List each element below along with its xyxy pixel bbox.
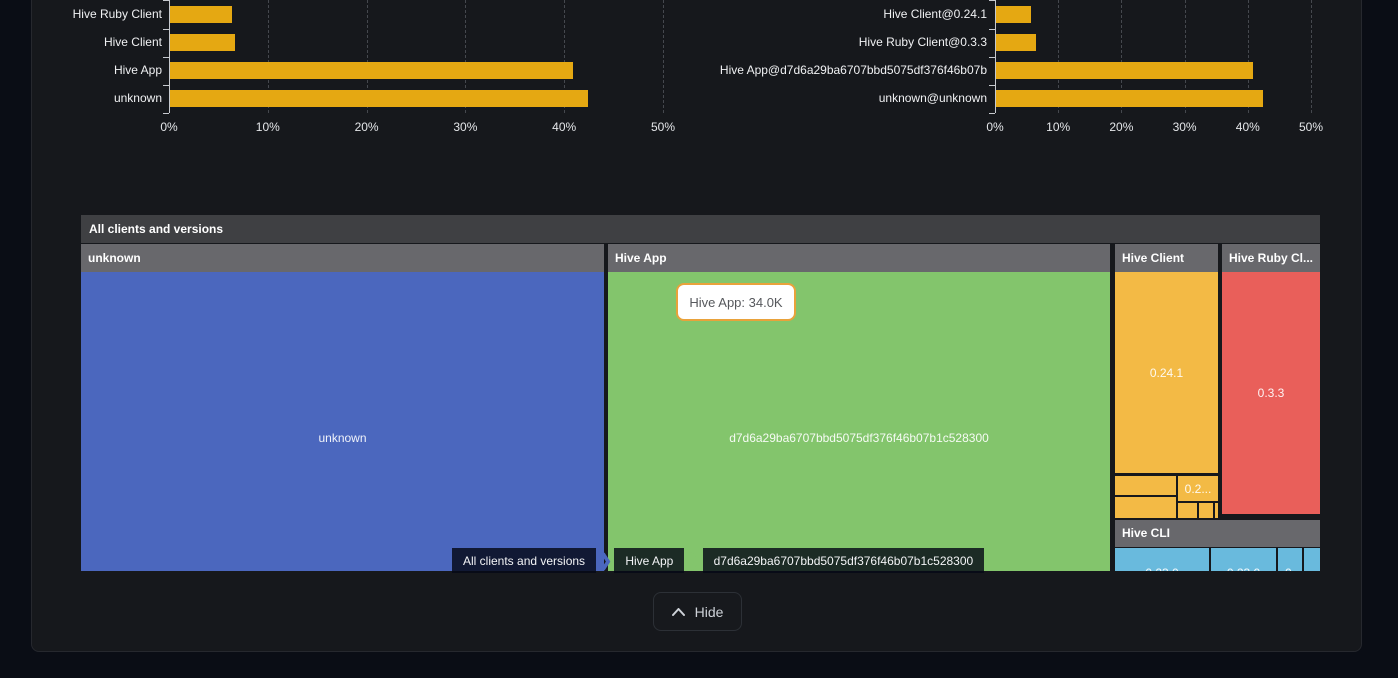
x-tick-label: 10% <box>1046 120 1071 134</box>
axis-tick <box>163 0 169 1</box>
category-label: Hive App@d7d6a29ba6707bbd5075df376f46b07… <box>719 63 987 77</box>
treemap-cell[interactable]: unknown <box>81 272 604 571</box>
chevron-up-icon <box>671 607 685 616</box>
treemap-cell[interactable] <box>1115 497 1176 518</box>
gridline <box>1311 0 1312 113</box>
treemap-section-header[interactable]: Hive App <box>608 244 1110 272</box>
category-label: unknown <box>113 91 162 105</box>
x-tick-label: 50% <box>1298 120 1324 134</box>
axis-tick <box>163 56 169 58</box>
x-tick-label: 30% <box>453 120 478 134</box>
treemap-section-header[interactable]: unknown <box>81 244 604 272</box>
x-tick-label: 40% <box>552 120 577 134</box>
axis-tick <box>989 113 995 114</box>
hide-button[interactable]: Hide <box>653 592 742 631</box>
x-tick-label: 20% <box>1109 120 1134 134</box>
treemap-cell[interactable] <box>1199 503 1213 518</box>
treemap-cell[interactable]: d7d6a29ba6707bbd5075df376f46b07b1c528300 <box>608 272 1110 571</box>
x-tick-label: 40% <box>1235 120 1260 134</box>
breadcrumb-item[interactable]: Hive App <box>614 548 685 573</box>
client-versions-bar-chart: 0% 10% 20% 30% 40% 50% Hive Client@0.24.1 Hive … <box>0 0 1398 160</box>
axis-tick <box>989 0 995 1</box>
x-tick-label: 10% <box>255 120 280 134</box>
bar[interactable] <box>170 34 235 51</box>
tooltip: Hive App: 34.0K <box>676 283 796 321</box>
y-axis-line <box>169 0 170 113</box>
gridline <box>663 0 664 113</box>
gridline <box>366 0 368 113</box>
hide-button-label: Hide <box>694 603 724 620</box>
axis-tick <box>163 84 169 86</box>
x-tick-label: 50% <box>650 120 676 134</box>
breadcrumb: All clients and versions ❯ Hive App ❯ d7d6a2… <box>452 548 985 573</box>
category-label: unknown@unknown <box>878 91 987 105</box>
axis-tick <box>163 28 169 30</box>
treemap-cell[interactable]: 0.24.1 <box>1115 272 1218 473</box>
treemap-section-header[interactable]: Hive Client <box>1115 244 1218 272</box>
treemap-cell[interactable]: 0. <box>1278 548 1302 571</box>
axis-tick <box>989 28 995 30</box>
x-tick-label: 0% <box>160 120 178 134</box>
breadcrumb-chevron-icon: ❯ <box>686 550 701 570</box>
x-tick-label: 20% <box>354 120 379 134</box>
bar[interactable] <box>996 6 1031 23</box>
breadcrumb-item[interactable]: d7d6a29ba6707bbd5075df376f46b07b1c528300 <box>702 548 985 573</box>
x-tick-label: 0% <box>986 120 1004 134</box>
category-label: Hive Client@0.24.1 <box>883 7 987 21</box>
axis-tick <box>163 113 169 114</box>
gridline <box>564 0 566 113</box>
category-label: Hive App <box>113 63 162 77</box>
treemap-cell[interactable]: 0.23.0 <box>1115 548 1209 571</box>
treemap-cell[interactable] <box>1215 503 1218 518</box>
clients-treemap: All clients and versions unknown unknown H… <box>81 215 1320 571</box>
bar[interactable] <box>996 34 1036 51</box>
gridline <box>1184 0 1186 113</box>
treemap-cell[interactable]: 0.3.3 <box>1222 272 1320 514</box>
category-label: Hive Ruby Client <box>72 7 162 21</box>
bar[interactable] <box>996 90 1263 107</box>
treemap-cell[interactable] <box>1178 503 1197 518</box>
axis-tick <box>989 56 995 58</box>
gridline <box>1247 0 1249 113</box>
bar[interactable] <box>170 90 588 107</box>
gridline <box>465 0 467 113</box>
treemap-cell[interactable] <box>1115 476 1176 495</box>
category-label: Hive Client <box>103 35 162 49</box>
treemap-root-header[interactable]: All clients and versions <box>81 215 1320 243</box>
treemap-cell[interactable]: 0.23.0 <box>1211 548 1276 571</box>
gridline <box>1058 0 1060 113</box>
breadcrumb-chevron-icon: ❯ <box>598 550 613 570</box>
treemap-section-header[interactable]: Hive Ruby Cl... <box>1222 244 1320 272</box>
treemap-cell[interactable] <box>1304 548 1320 571</box>
clients-bar-chart: 0% 10% 20% 30% 40% 50% Hive Ruby Client Hive Cl… <box>0 0 1398 160</box>
y-axis-line <box>995 0 996 113</box>
breadcrumb-item[interactable]: All clients and versions <box>452 548 597 573</box>
bar[interactable] <box>996 62 1253 79</box>
axis-tick <box>989 84 995 86</box>
bar[interactable] <box>170 6 232 23</box>
treemap-section-header[interactable]: Hive CLI <box>1115 520 1320 547</box>
bar[interactable] <box>170 62 573 79</box>
x-tick-label: 30% <box>1172 120 1197 134</box>
treemap-cell[interactable]: 0.2... <box>1178 476 1218 501</box>
category-label: Hive Ruby Client@0.3.3 <box>858 35 987 49</box>
gridline <box>1121 0 1123 113</box>
gridline <box>267 0 269 113</box>
